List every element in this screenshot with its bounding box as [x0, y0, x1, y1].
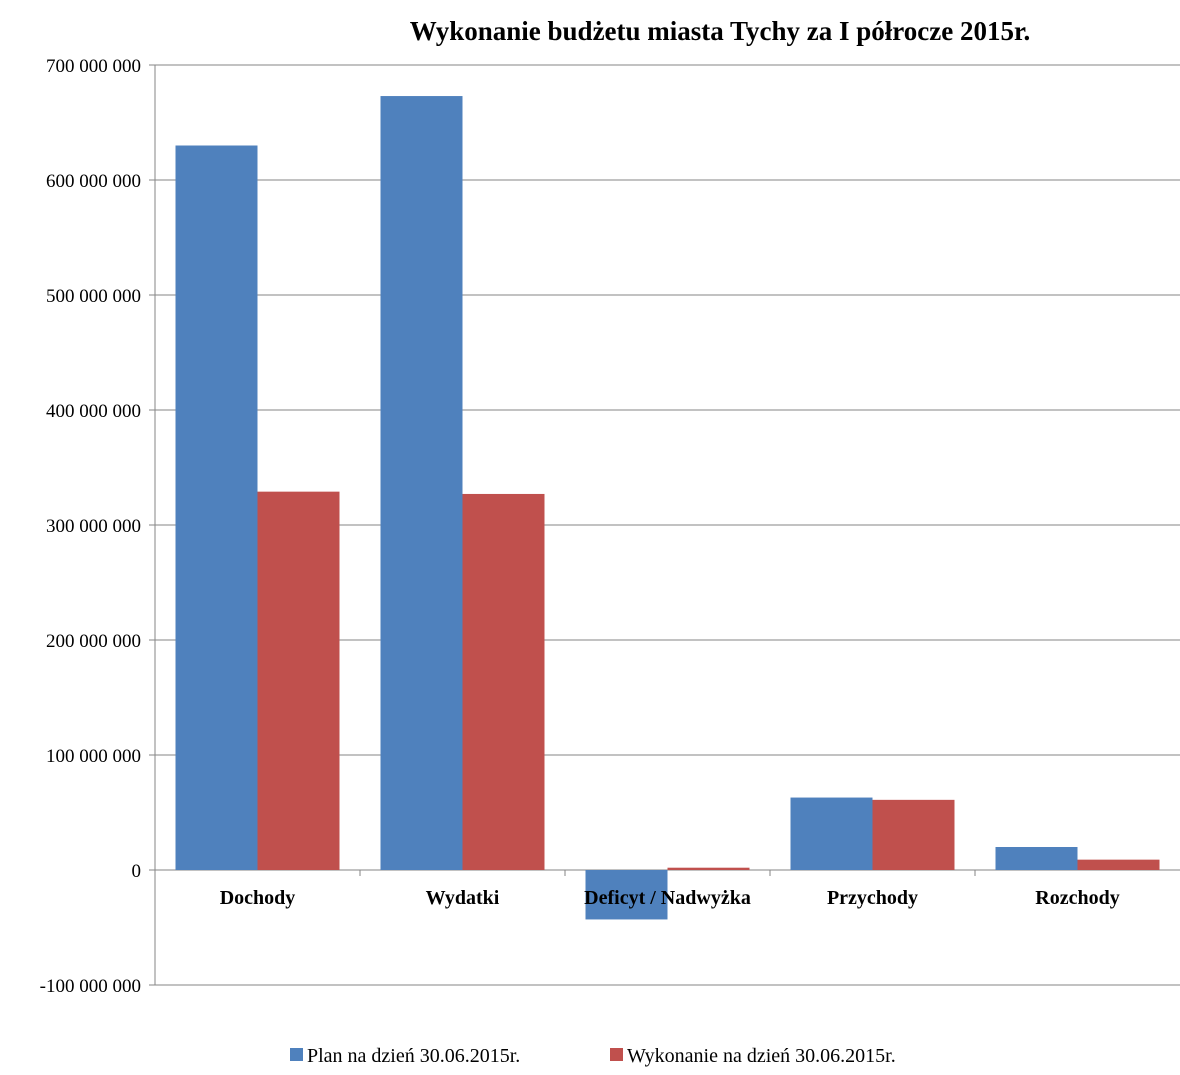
- bar: [585, 870, 668, 920]
- bar: [1077, 859, 1160, 870]
- category-labels: Dochody Wydatki Deficyt / Nadwyżka Przychod…: [220, 887, 1120, 909]
- x-tick-label: Przychody: [827, 887, 918, 909]
- bar: [667, 867, 750, 870]
- legend-swatch: [290, 1048, 303, 1061]
- bar: [995, 847, 1078, 870]
- legend-swatch: [610, 1048, 623, 1061]
- bar: [175, 145, 258, 870]
- legend-label: Plan na dzień 30.06.2015r.: [307, 1045, 520, 1067]
- y-tick-label: 0: [132, 861, 142, 882]
- y-tick-label: 200 000 000: [46, 631, 141, 652]
- y-tick-label: -100 000 000: [40, 976, 141, 997]
- legend-label: Wykonanie na dzień 30.06.2015r.: [627, 1045, 896, 1067]
- y-tick-label: 400 000 000: [46, 401, 141, 422]
- bar: [872, 799, 955, 870]
- x-tick-label: Rozchody: [1035, 887, 1119, 909]
- x-tick-label: Wydatki: [426, 887, 500, 909]
- y-tick-label: 100 000 000: [46, 746, 141, 767]
- y-axis-ticks: -100 000 000 0 100 000 000 200 000 000 300 0…: [40, 56, 155, 997]
- y-tick-label: 300 000 000: [46, 516, 141, 537]
- chart-title: Wykonanie budżetu miasta Tychy za I półr…: [410, 16, 1031, 46]
- bar: [380, 96, 463, 871]
- x-tick-label: Deficyt / Nadwyżka: [584, 887, 751, 909]
- bar: [257, 491, 340, 870]
- x-tick-label: Dochody: [220, 887, 296, 909]
- legend: Plan na dzień 30.06.2015r. Wykonanie na d…: [290, 1045, 896, 1067]
- y-tick-label: 500 000 000: [46, 286, 141, 307]
- bars: [175, 96, 1160, 920]
- bar: [462, 493, 545, 870]
- y-tick-label: 600 000 000: [46, 171, 141, 192]
- bar: [790, 797, 873, 870]
- y-tick-label: 700 000 000: [46, 56, 141, 77]
